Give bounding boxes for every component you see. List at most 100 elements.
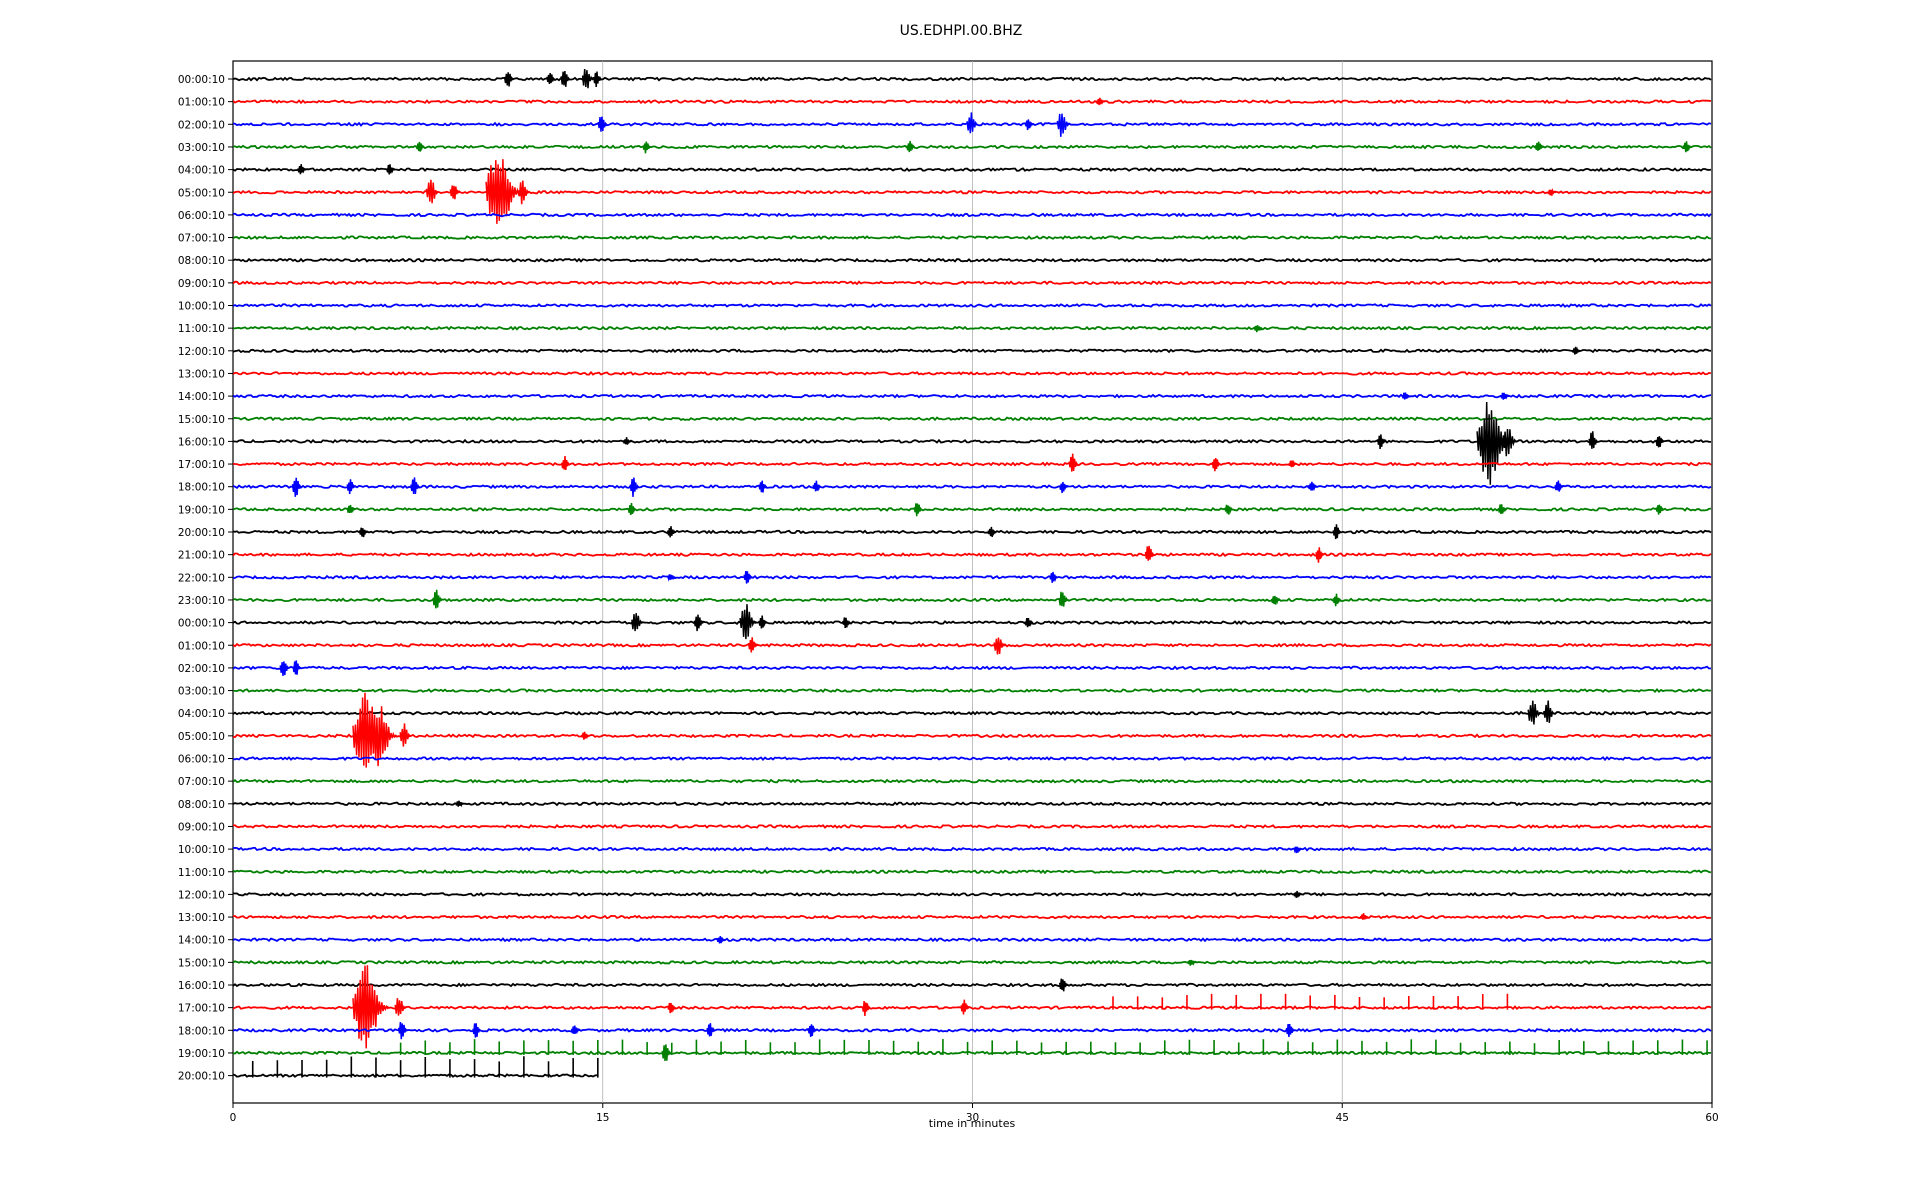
seismic-event bbox=[1024, 618, 1034, 628]
seismic-event bbox=[1144, 545, 1155, 561]
row-label: 10:00:10 bbox=[178, 301, 225, 313]
seismic-event bbox=[627, 503, 637, 515]
trace-line bbox=[232, 665, 1712, 671]
seismic-event bbox=[842, 617, 852, 629]
seismic-event bbox=[425, 179, 440, 204]
row-label: 07:00:10 bbox=[178, 776, 225, 788]
seismic-event bbox=[1211, 457, 1221, 472]
seismic-event bbox=[432, 589, 443, 609]
seismic-event bbox=[1187, 959, 1197, 966]
row-label: 01:00:10 bbox=[178, 640, 225, 652]
seismic-event bbox=[667, 526, 677, 538]
row-label: 08:00:10 bbox=[178, 799, 225, 811]
seismic-event bbox=[1315, 547, 1325, 563]
trace-line bbox=[232, 348, 1712, 354]
trace-line bbox=[232, 484, 1712, 490]
seismic-event bbox=[706, 1023, 716, 1037]
grid-layer bbox=[602, 61, 1343, 1103]
trace-line bbox=[232, 642, 1712, 648]
trace-line bbox=[232, 552, 1712, 558]
trace-line bbox=[232, 1005, 1712, 1011]
seismic-event bbox=[1288, 459, 1298, 468]
seismic-event bbox=[631, 613, 644, 632]
seismic-event bbox=[597, 116, 608, 132]
seismic-event bbox=[297, 164, 307, 175]
seismic-event bbox=[415, 141, 425, 152]
row-label: 11:00:10 bbox=[178, 323, 225, 335]
seismic-event bbox=[1332, 593, 1342, 607]
row-label: 09:00:10 bbox=[178, 278, 225, 290]
row-label: 19:00:10 bbox=[178, 1048, 225, 1060]
seismic-event bbox=[693, 614, 704, 632]
seismic-event bbox=[913, 503, 923, 517]
row-label: 23:00:10 bbox=[178, 595, 225, 607]
trace-line bbox=[232, 778, 1712, 784]
row-label: 00:00:10 bbox=[178, 74, 225, 86]
seismic-event bbox=[1224, 504, 1234, 515]
seismic-event bbox=[346, 479, 356, 495]
row-label: 15:00:10 bbox=[178, 414, 225, 426]
seismic-event bbox=[966, 112, 979, 134]
seismic-event bbox=[1497, 504, 1507, 514]
row-label: 06:00:10 bbox=[178, 754, 225, 766]
seismic-event bbox=[1293, 846, 1303, 854]
row-label: 10:00:10 bbox=[178, 844, 225, 856]
seismic-event bbox=[1024, 119, 1034, 131]
seismic-event bbox=[570, 1025, 580, 1035]
seismic-event bbox=[358, 527, 368, 538]
seismic-event bbox=[1501, 428, 1518, 457]
seismic-event bbox=[455, 800, 464, 808]
seismic-event bbox=[503, 72, 515, 87]
row-label: 20:00:10 bbox=[178, 527, 225, 539]
seismic-event bbox=[807, 1024, 817, 1037]
seismic-event bbox=[1285, 1024, 1295, 1038]
seismic-event bbox=[517, 180, 530, 205]
trace-line bbox=[232, 76, 1712, 82]
seismic-event bbox=[1253, 325, 1263, 333]
seismic-event bbox=[642, 141, 652, 154]
row-label: 03:00:10 bbox=[178, 142, 225, 154]
row-label: 14:00:10 bbox=[178, 935, 225, 947]
row-label: 18:00:10 bbox=[178, 482, 225, 494]
seismic-event bbox=[1293, 890, 1303, 898]
seismic-event bbox=[739, 604, 757, 640]
trace-line bbox=[232, 303, 1712, 308]
row-label: 19:00:10 bbox=[178, 504, 225, 516]
seismic-event bbox=[1682, 141, 1692, 153]
seismic-event bbox=[743, 571, 753, 584]
trace-line bbox=[232, 755, 1712, 762]
seismic-event bbox=[758, 480, 768, 493]
trace-line bbox=[232, 438, 1712, 444]
row-label: 02:00:10 bbox=[178, 663, 225, 675]
trace-line bbox=[232, 801, 1712, 807]
seismic-event bbox=[1359, 913, 1369, 920]
row-label: 01:00:10 bbox=[178, 97, 225, 109]
seismic-event bbox=[546, 72, 556, 84]
row-label: 12:00:10 bbox=[178, 889, 225, 901]
chart-title: US.EDHPI.00.BHZ bbox=[900, 23, 1023, 39]
seismic-event bbox=[581, 68, 594, 89]
trace-line bbox=[233, 688, 1712, 694]
row-labels: 00:00:10 01:00:10 02:00:10 03:00:10 04:00:10… bbox=[178, 74, 233, 1083]
trace-line bbox=[232, 212, 1712, 218]
seismic-event bbox=[960, 999, 970, 1015]
seismic-event bbox=[1068, 453, 1079, 472]
seismic-event bbox=[279, 661, 290, 677]
row-label: 03:00:10 bbox=[178, 686, 225, 698]
seismic-event bbox=[560, 71, 571, 87]
seismic-event bbox=[1554, 480, 1564, 492]
row-label: 16:00:10 bbox=[178, 980, 225, 992]
seismic-event bbox=[1058, 481, 1069, 494]
seismic-event bbox=[449, 185, 460, 200]
seismic-event bbox=[747, 637, 759, 653]
seismic-event bbox=[812, 480, 822, 492]
x-tick-label: 30 bbox=[966, 1112, 979, 1124]
row-label: 09:00:10 bbox=[178, 821, 225, 833]
x-tick-label: 60 bbox=[1705, 1112, 1718, 1124]
trace-line bbox=[232, 710, 1712, 716]
trace-line bbox=[232, 914, 1712, 920]
row-label: 22:00:10 bbox=[178, 572, 225, 584]
row-label: 02:00:10 bbox=[178, 119, 225, 131]
row-label: 20:00:10 bbox=[178, 1071, 225, 1083]
trace-line bbox=[232, 370, 1712, 376]
